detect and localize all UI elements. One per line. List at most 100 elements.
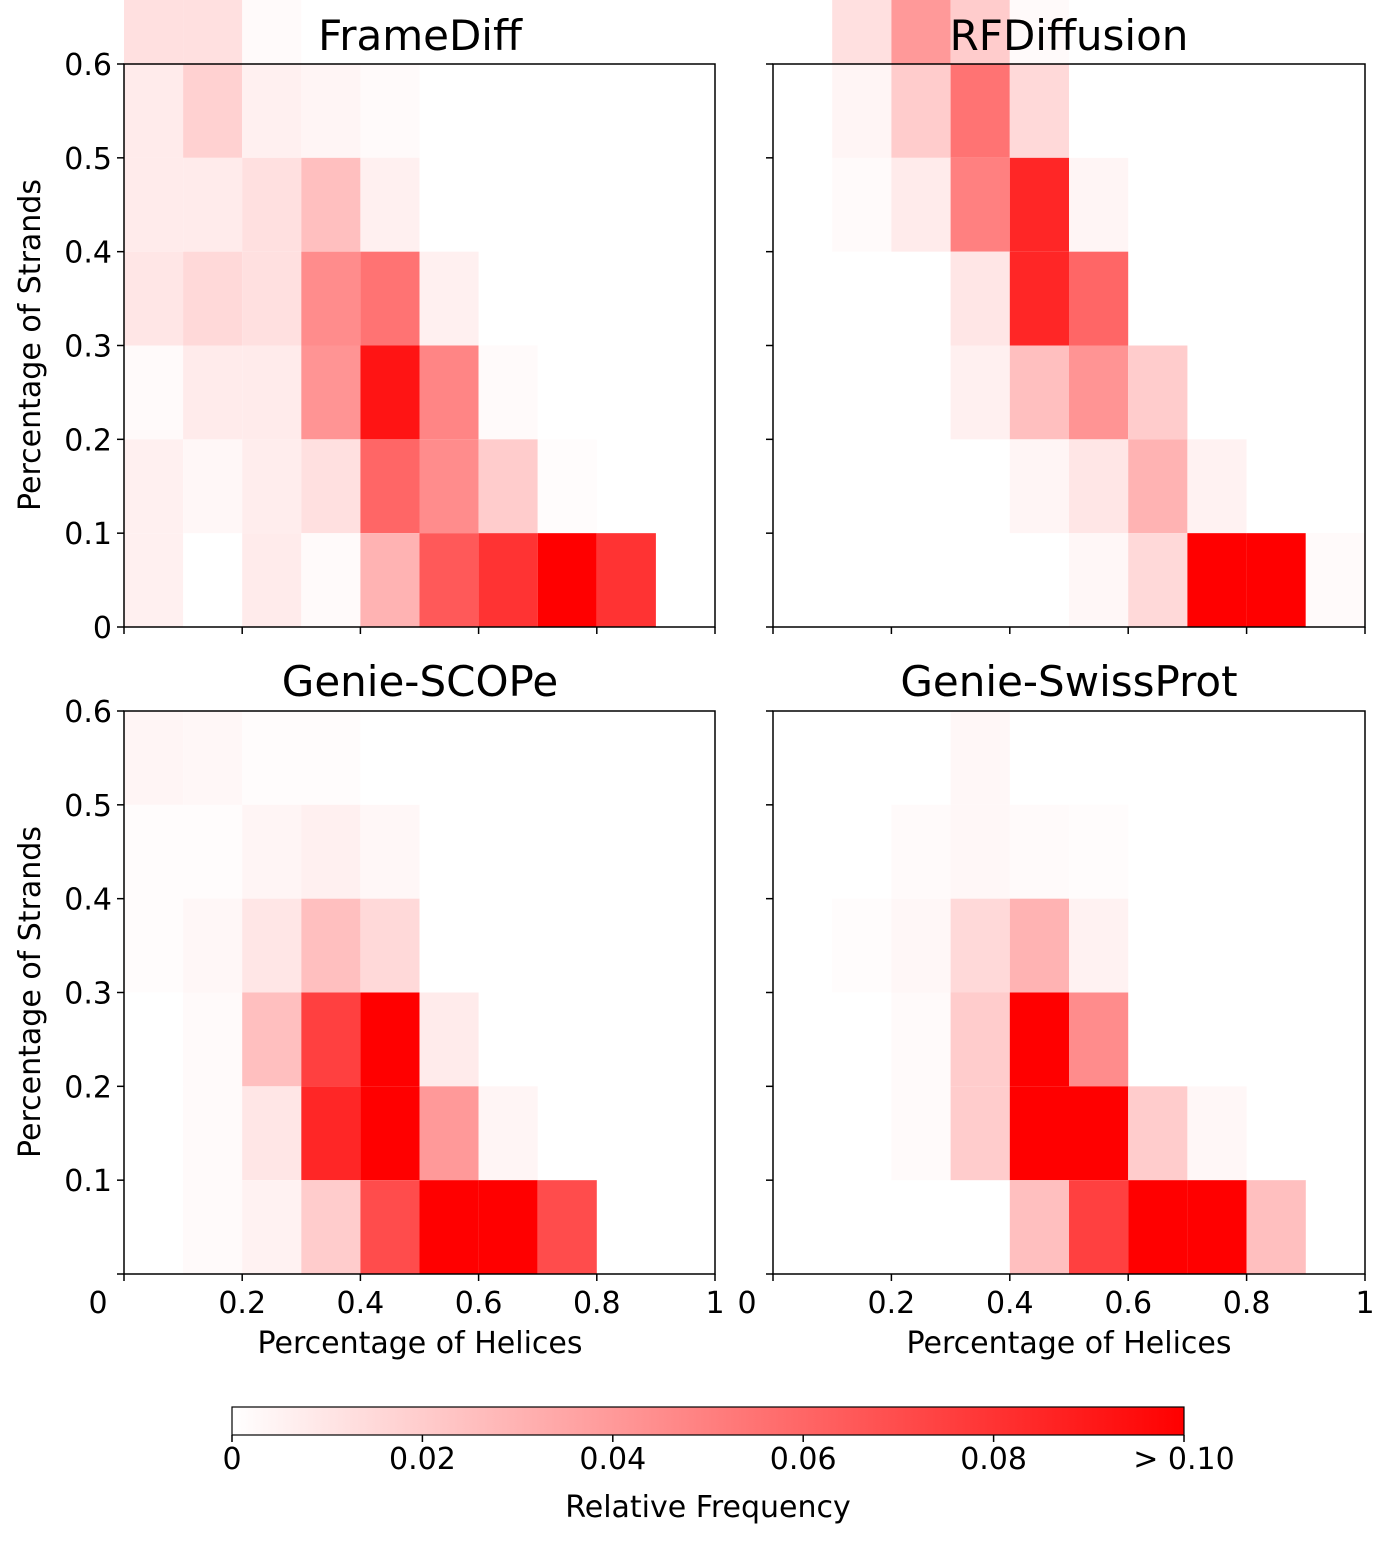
y-tick-label: 0.6 <box>64 48 112 83</box>
heatmap-cell <box>301 533 361 627</box>
heatmap-cell <box>950 157 1010 252</box>
heatmap-cell <box>360 898 420 993</box>
heatmap-cell <box>183 0 243 65</box>
y-tick-label: 0.5 <box>64 142 112 177</box>
heatmap-cell <box>891 1086 951 1181</box>
heatmap-cell <box>124 64 184 158</box>
heatmap-cell <box>1246 533 1306 627</box>
heatmap-cell <box>891 157 951 252</box>
x-tick-label: 1 <box>705 1286 724 1321</box>
heatmap-cell <box>360 439 420 534</box>
heatmap-cell <box>124 898 184 993</box>
heatmap-cell <box>891 898 951 993</box>
heatmap-cell <box>1069 1180 1129 1274</box>
heatmap-cell <box>832 898 892 993</box>
heatmap-cell <box>1128 1180 1188 1274</box>
heatmap-cell <box>478 345 538 440</box>
heatmap-cell <box>1069 1086 1129 1181</box>
heatmap-cell <box>242 251 302 346</box>
heatmap-cell <box>124 157 184 252</box>
x-axis-label-left: Percentage of Helices <box>257 1326 582 1361</box>
heatmap-cell <box>360 64 420 158</box>
heatmap-cell <box>360 992 420 1087</box>
heatmap-cell <box>1009 157 1069 252</box>
heatmap-cell <box>950 711 1010 805</box>
heatmap-cell <box>891 64 951 158</box>
panel-rfdiffusion <box>766 0 1366 634</box>
heatmap-cell <box>950 898 1010 993</box>
colorbar <box>231 1406 1185 1436</box>
heatmap-cell <box>950 992 1010 1087</box>
heatmap-cell <box>183 1180 243 1274</box>
y-tick-label: 0 <box>93 611 112 646</box>
heatmap-cell <box>301 711 361 805</box>
y-tick-label: 0.1 <box>64 517 112 552</box>
heatmap-cell <box>360 157 420 252</box>
panel-title-rfdiffusion: RFDiffusion <box>950 11 1189 60</box>
heatmap-cell <box>832 157 892 252</box>
heatmap-cell <box>183 711 243 805</box>
heatmap-cell <box>832 0 892 65</box>
heatmap-cell <box>301 992 361 1087</box>
colorbar-label: Relative Frequency <box>565 1490 851 1525</box>
y-axis-label-top: Percentage of Strands <box>13 179 48 511</box>
heatmap-cell <box>950 345 1010 440</box>
heatmap-cell <box>1009 898 1069 993</box>
x-axis-label-right: Percentage of Helices <box>906 1326 1231 1361</box>
heatmap-cell <box>419 251 479 346</box>
heatmap-cell <box>1187 439 1247 534</box>
heatmap-cell <box>537 533 597 627</box>
heatmap-cell <box>1069 804 1129 899</box>
colorbar-tick-label: 0.02 <box>389 1442 456 1477</box>
x-tick-label: 0.4 <box>337 1286 385 1321</box>
heatmap-cell <box>1009 1086 1069 1181</box>
heatmap-cell <box>242 992 302 1087</box>
heatmap-cell <box>242 345 302 440</box>
heatmap-cell <box>242 898 302 993</box>
heatmap-cell <box>1009 439 1069 534</box>
heatmap-cell <box>1246 1180 1306 1274</box>
x-tick-label: 0.6 <box>1104 1286 1152 1321</box>
panel-framediff: 0 0.1 0.2 0.3 0.4 0.5 0.6 <box>64 0 716 646</box>
heatmap-cell <box>891 992 951 1087</box>
heatmap-cell <box>360 251 420 346</box>
heatmap-cell <box>1069 898 1129 993</box>
heatmap-cell <box>1069 157 1129 252</box>
colorbar-tick-label: > 0.10 <box>1133 1442 1234 1477</box>
heatmap-cell <box>1128 1086 1188 1181</box>
y-tick-label: 0.5 <box>64 789 112 824</box>
heatmap-cell <box>183 157 243 252</box>
heatmap-cell <box>183 898 243 993</box>
heatmap-cell <box>478 1180 538 1274</box>
heatmap-cell <box>301 345 361 440</box>
heatmap-cell <box>124 251 184 346</box>
y-tick-label: 0.4 <box>64 883 112 918</box>
heatmap-cell <box>1009 804 1069 899</box>
heatmap-cell <box>183 345 243 440</box>
heatmap-cell <box>242 64 302 158</box>
colorbar-ticks: 0 0.02 0.04 0.06 0.08 > 0.10 <box>222 1435 1235 1477</box>
heatmap-cell <box>950 0 1010 65</box>
panel-title-framediff: FrameDiff <box>318 11 523 60</box>
x-tick-label: 0 <box>737 1286 756 1321</box>
x-tick-label: 0.6 <box>455 1286 503 1321</box>
heatmap-cell <box>242 711 302 805</box>
heatmap-cell <box>242 0 302 65</box>
heatmap-cell <box>301 157 361 252</box>
heatmap-cell <box>124 439 184 534</box>
heatmap-cell <box>242 1086 302 1181</box>
heatmap-cell <box>183 64 243 158</box>
heatmap-cell <box>301 439 361 534</box>
heatmap-cell <box>1187 533 1247 627</box>
heatmap-cell <box>1009 0 1069 65</box>
heatmap-cell <box>1128 345 1188 440</box>
colorbar-tick-label: 0.04 <box>579 1442 646 1477</box>
heatmap-cell <box>301 804 361 899</box>
heatmap-cell <box>537 1180 597 1274</box>
heatmap-cell <box>1069 251 1129 346</box>
heatmap-cell <box>360 1180 420 1274</box>
heatmap-cell <box>1009 251 1069 346</box>
x-tick-label: 1 <box>1355 1286 1374 1321</box>
y-tick-label: 0.6 <box>64 695 112 730</box>
